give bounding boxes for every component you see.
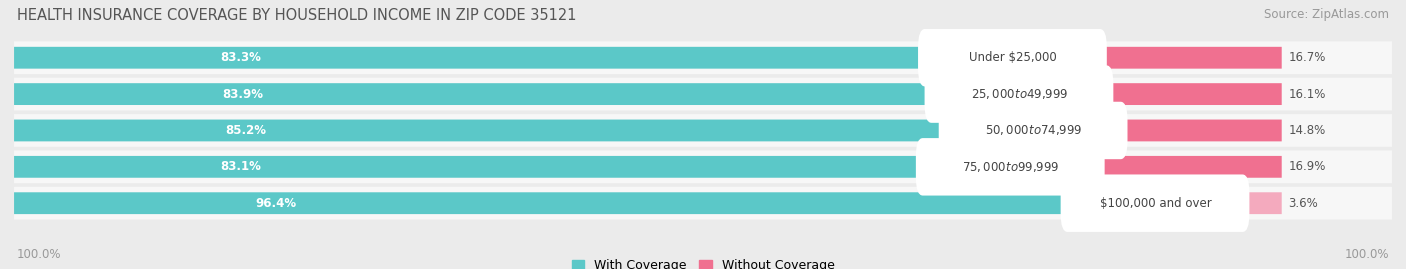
Text: $100,000 and over: $100,000 and over [1099, 197, 1212, 210]
Text: Source: ZipAtlas.com: Source: ZipAtlas.com [1264, 8, 1389, 21]
FancyBboxPatch shape [1121, 119, 1282, 141]
Text: 85.2%: 85.2% [225, 124, 266, 137]
Text: 100.0%: 100.0% [17, 248, 62, 261]
Text: 16.1%: 16.1% [1289, 88, 1326, 101]
FancyBboxPatch shape [14, 150, 1392, 183]
FancyBboxPatch shape [14, 78, 1392, 111]
FancyBboxPatch shape [14, 187, 1392, 220]
Text: 16.9%: 16.9% [1289, 160, 1326, 173]
Legend: With Coverage, Without Coverage: With Coverage, Without Coverage [567, 254, 839, 269]
FancyBboxPatch shape [14, 192, 1063, 214]
FancyBboxPatch shape [918, 29, 1107, 86]
Text: $50,000 to $74,999: $50,000 to $74,999 [986, 123, 1083, 137]
Text: 83.3%: 83.3% [221, 51, 262, 64]
FancyBboxPatch shape [915, 138, 1105, 196]
Text: 100.0%: 100.0% [1344, 248, 1389, 261]
Text: 83.1%: 83.1% [219, 160, 260, 173]
FancyBboxPatch shape [14, 83, 928, 105]
Text: 14.8%: 14.8% [1289, 124, 1326, 137]
FancyBboxPatch shape [1243, 192, 1282, 214]
FancyBboxPatch shape [14, 114, 1392, 147]
Text: 96.4%: 96.4% [256, 197, 297, 210]
Text: $75,000 to $99,999: $75,000 to $99,999 [962, 160, 1060, 174]
FancyBboxPatch shape [1107, 83, 1282, 105]
FancyBboxPatch shape [1098, 156, 1282, 178]
FancyBboxPatch shape [1060, 175, 1250, 232]
Text: 3.6%: 3.6% [1289, 197, 1319, 210]
FancyBboxPatch shape [14, 41, 1392, 74]
FancyBboxPatch shape [14, 119, 942, 141]
Text: 16.7%: 16.7% [1289, 51, 1326, 64]
Text: HEALTH INSURANCE COVERAGE BY HOUSEHOLD INCOME IN ZIP CODE 35121: HEALTH INSURANCE COVERAGE BY HOUSEHOLD I… [17, 8, 576, 23]
Text: $25,000 to $49,999: $25,000 to $49,999 [972, 87, 1069, 101]
Text: Under $25,000: Under $25,000 [969, 51, 1057, 64]
Text: 83.9%: 83.9% [222, 88, 263, 101]
FancyBboxPatch shape [14, 47, 921, 69]
FancyBboxPatch shape [14, 156, 918, 178]
FancyBboxPatch shape [925, 65, 1114, 123]
FancyBboxPatch shape [939, 102, 1128, 159]
FancyBboxPatch shape [1099, 47, 1282, 69]
